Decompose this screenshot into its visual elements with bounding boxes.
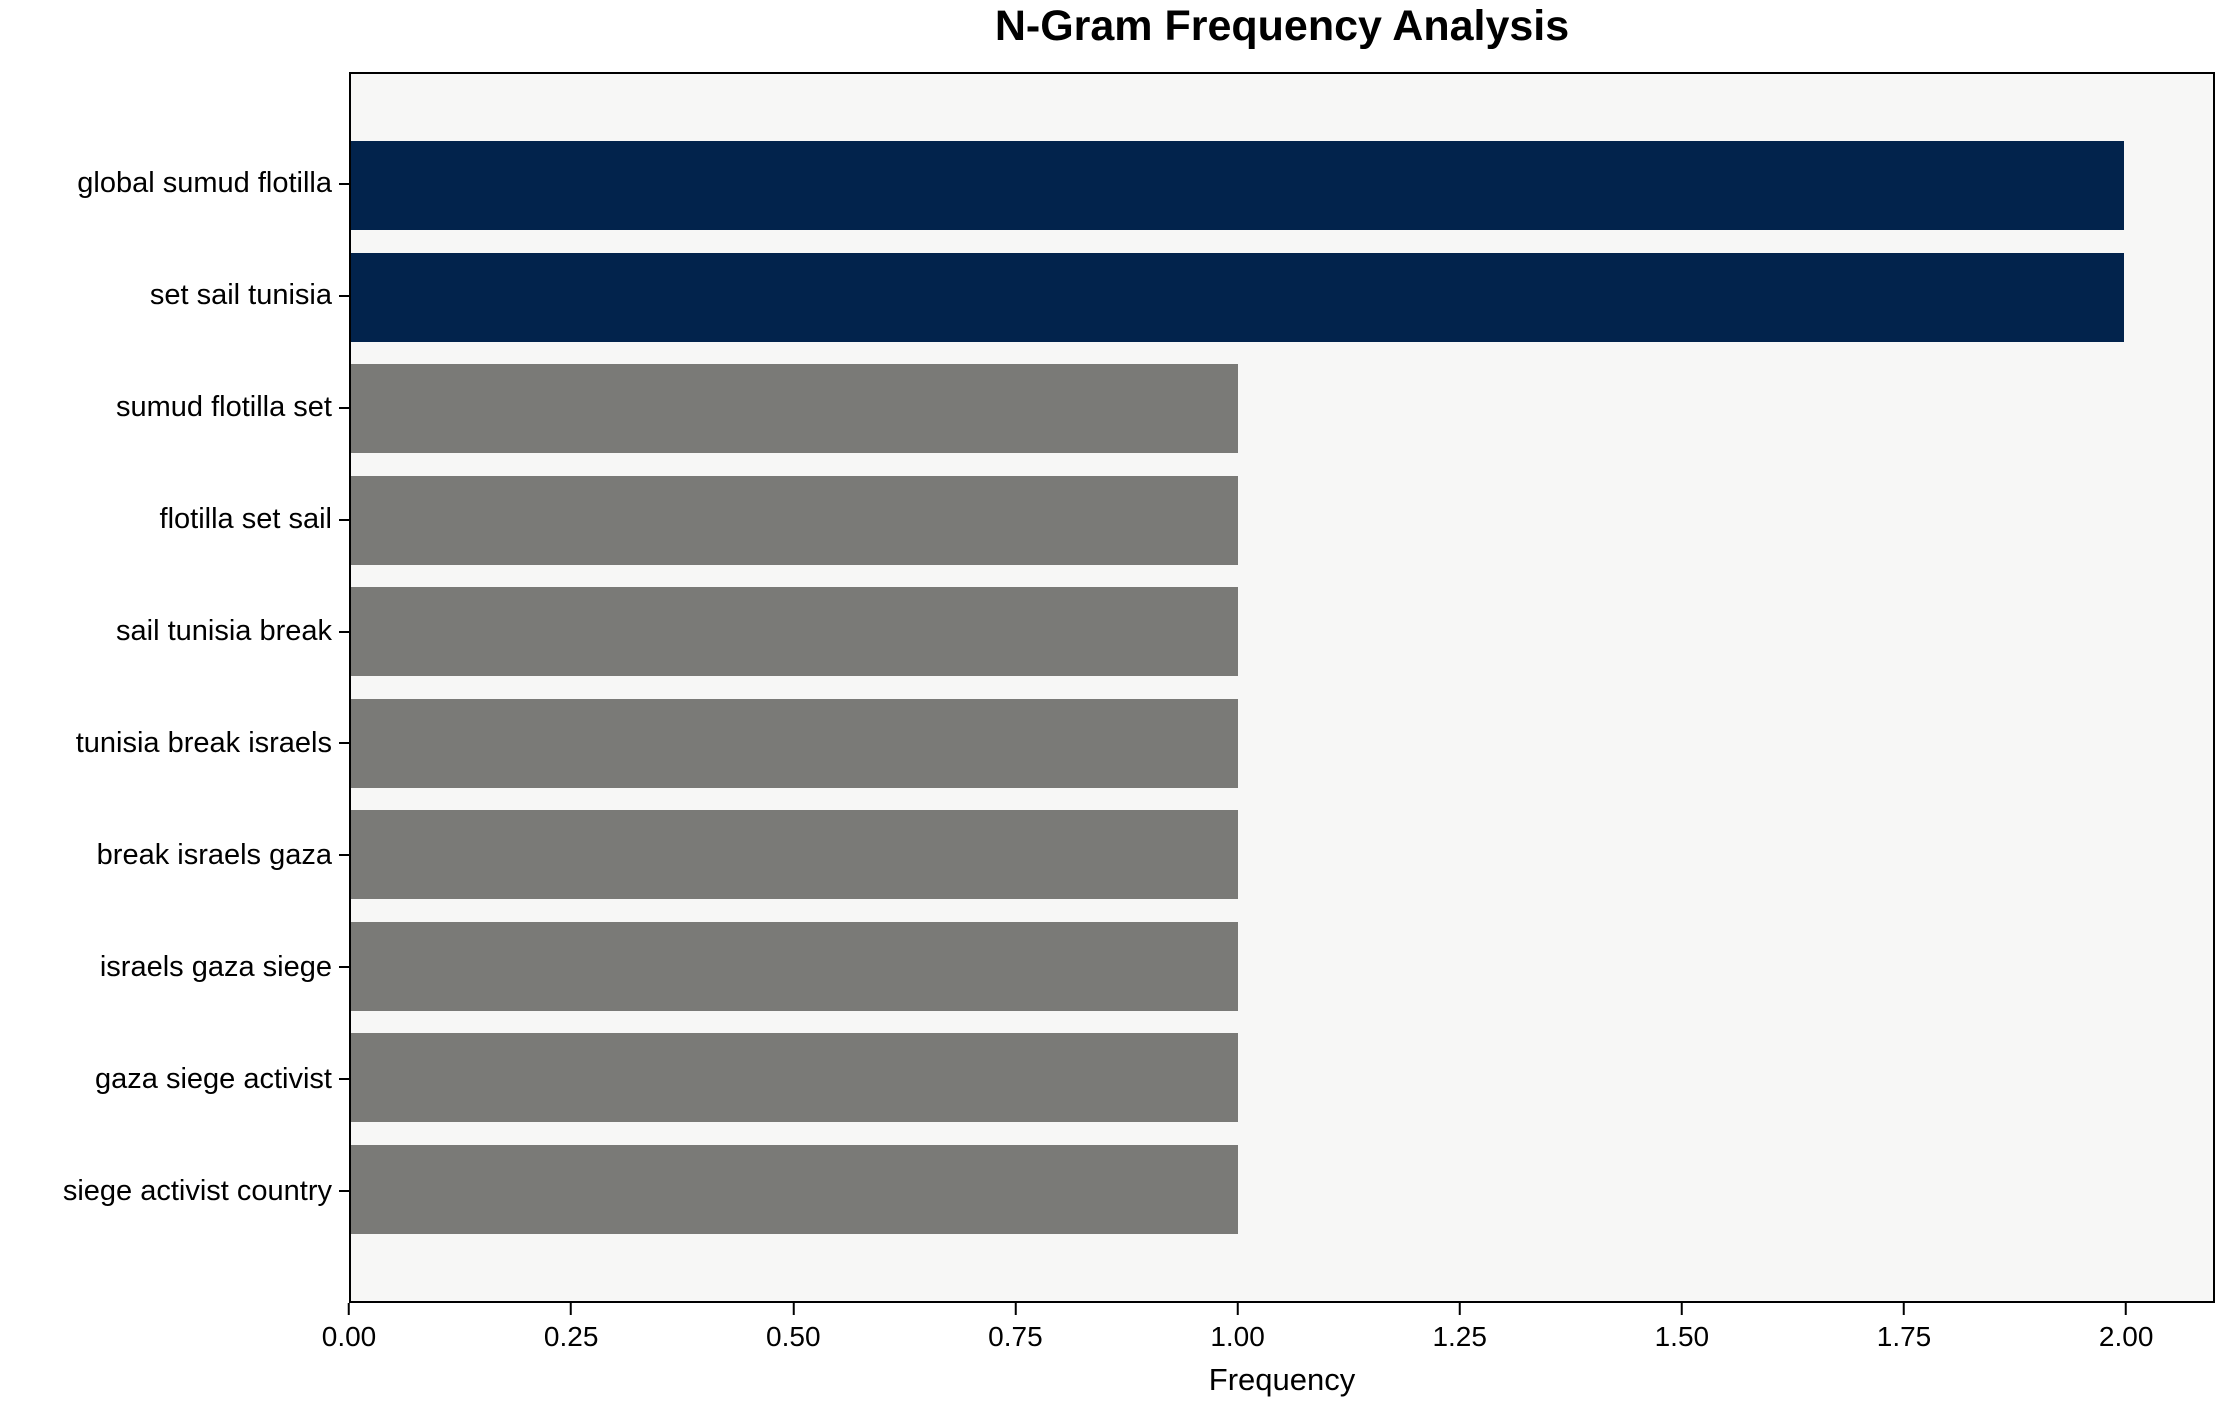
x-tick-mark (1236, 1303, 1239, 1315)
y-axis-row: sumud flotilla set (0, 352, 349, 464)
bar (351, 810, 1238, 900)
y-tick-mark (339, 630, 349, 633)
y-tick-label: siege activist country (62, 1174, 332, 1207)
y-tick-mark (339, 966, 349, 969)
x-axis: 0.00 0.25 0.50 0.75 1.00 1.25 1.50 1.75 2.00 (322, 1303, 2215, 1413)
y-axis-row: siege activist country (0, 1135, 349, 1247)
y-axis-row: flotilla set sail (0, 464, 349, 576)
y-tick-mark (339, 1190, 349, 1193)
y-tick-mark (339, 182, 349, 185)
y-tick-mark (339, 1078, 349, 1081)
bar-row (351, 799, 2213, 911)
bars-container (351, 74, 2213, 1301)
bar (351, 141, 2125, 231)
bar-row (351, 465, 2213, 577)
x-tick-label: 1.75 (1876, 1321, 1932, 1352)
x-tick: 0.25 (543, 1303, 599, 1353)
y-tick-label: set sail tunisia (149, 279, 332, 312)
y-axis-row: set sail tunisia (0, 240, 349, 352)
bar-row (351, 242, 2213, 354)
x-tick-label: 0.00 (321, 1321, 377, 1352)
y-axis-row: global sumud flotilla (0, 128, 349, 240)
y-axis-row: break israels gaza (0, 799, 349, 911)
bar-row (351, 353, 2213, 465)
x-tick-mark (2125, 1303, 2128, 1315)
y-tick-label: gaza siege activist (95, 1062, 332, 1095)
x-tick-mark (570, 1303, 573, 1315)
bar (351, 587, 1238, 677)
bar-row (351, 688, 2213, 800)
y-tick-label: israels gaza siege (99, 950, 332, 983)
x-tick-mark (348, 1303, 350, 1315)
y-tick-label: tunisia break israels (75, 726, 332, 759)
y-axis-row: tunisia break israels (0, 688, 349, 800)
bar (351, 252, 2125, 342)
y-axis: global sumud flotilla set sail tunisia sum… (0, 72, 349, 1303)
bar-row (351, 911, 2213, 1023)
x-tick: 1.50 (1654, 1303, 1710, 1353)
bar-row (351, 1022, 2213, 1134)
y-tick-mark (339, 406, 349, 409)
bar (351, 921, 1238, 1011)
x-tick: 1.25 (1432, 1303, 1487, 1353)
x-tick-mark (792, 1303, 795, 1315)
bar (351, 364, 1238, 454)
x-axis-label: Frequency (1208, 1362, 1356, 1397)
x-tick: 0.50 (766, 1303, 821, 1353)
x-tick-label: 1.50 (1654, 1321, 1710, 1352)
bar (351, 475, 1238, 565)
y-axis-row: sail tunisia break (0, 576, 349, 688)
x-tick-mark (1014, 1303, 1017, 1315)
x-tick: 1.75 (1876, 1303, 1932, 1353)
x-tick-label: 2.00 (2098, 1321, 2154, 1352)
x-tick: 2.00 (2098, 1303, 2154, 1353)
x-tick-label: 0.25 (543, 1321, 599, 1352)
bar-row (351, 1134, 2213, 1246)
x-tick-label: 1.25 (1432, 1321, 1487, 1352)
x-tick: 0.75 (988, 1303, 1043, 1353)
plot-area (349, 72, 2215, 1303)
x-tick: 1.00 (1210, 1303, 1265, 1353)
x-tick: 0.00 (321, 1303, 377, 1353)
x-tick-label: 0.75 (988, 1321, 1043, 1352)
chart-title: N-Gram Frequency Analysis (994, 2, 1570, 50)
bar-row (351, 576, 2213, 688)
x-tick-label: 1.00 (1210, 1321, 1265, 1352)
y-axis-row: gaza siege activist (0, 1023, 349, 1135)
y-tick-label: sail tunisia break (116, 615, 332, 648)
bar (351, 698, 1238, 788)
y-tick-label: flotilla set sail (159, 503, 332, 536)
bar (351, 1144, 1238, 1234)
y-tick-label: sumud flotilla set (116, 391, 332, 424)
bar (351, 1033, 1238, 1123)
x-tick-label: 0.50 (766, 1321, 821, 1352)
x-tick-mark (1680, 1303, 1683, 1315)
y-tick-mark (339, 518, 349, 521)
y-tick-mark (339, 854, 349, 857)
x-tick-mark (1903, 1303, 1905, 1315)
y-tick-mark (339, 294, 349, 297)
bar-row (351, 130, 2213, 242)
y-tick-mark (339, 742, 349, 745)
y-axis-row: israels gaza siege (0, 911, 349, 1023)
y-tick-label: global sumud flotilla (77, 167, 332, 200)
y-tick-label: break israels gaza (96, 838, 332, 871)
x-tick-mark (1458, 1303, 1461, 1315)
